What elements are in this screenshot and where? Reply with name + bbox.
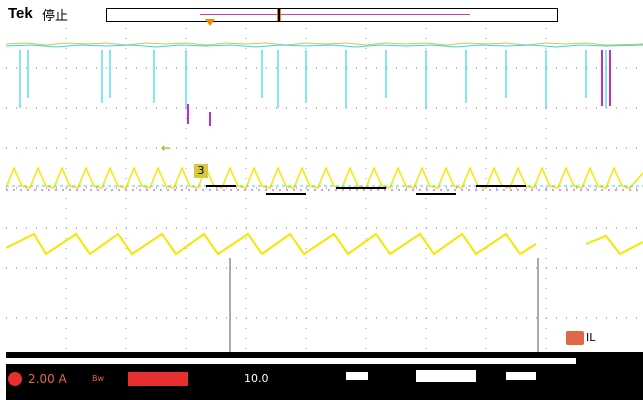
ch2-pulse-train <box>19 50 607 108</box>
ch-ref-marker-icon[interactable] <box>566 331 584 345</box>
waveform-canvas <box>6 28 643 354</box>
ref-arrow-icon: ← <box>161 141 172 155</box>
ch3-ground-marker[interactable]: 3 <box>194 164 208 178</box>
record-position-line <box>278 9 280 21</box>
brand-logo: Tek <box>8 5 33 22</box>
ch4-pulses <box>187 50 611 126</box>
digital-lines <box>206 185 526 195</box>
acquisition-state: 停止 <box>42 9 69 24</box>
footer-status-glyphs <box>346 370 536 382</box>
status-footer: 2.00 A Bw 10.0 <box>6 352 643 400</box>
trigger-position-icon[interactable] <box>205 19 215 26</box>
record-view-window <box>200 14 470 15</box>
graticule <box>6 67 643 319</box>
waveform-display[interactable]: ← 3 IL <box>6 28 643 354</box>
mixed-noise-band <box>6 185 643 191</box>
channel-label: IL <box>586 331 596 344</box>
ch-vertical-scale[interactable]: 2.00 A <box>28 372 67 386</box>
record-position-marker[interactable] <box>277 9 281 21</box>
ch1-ripple-band <box>6 166 643 189</box>
record-length-bar[interactable] <box>106 8 558 22</box>
ch1-inductor-current <box>6 232 643 256</box>
horizontal-scale-value[interactable]: 10.0 <box>244 372 269 385</box>
ch-indicator-icon[interactable] <box>8 372 22 386</box>
bandwidth-limit-label: Bw <box>92 374 105 383</box>
footer-readout-band <box>6 358 576 364</box>
scope-header: Tek 停止 <box>0 0 643 28</box>
horizontal-scale-badge[interactable] <box>128 372 188 386</box>
top-noise-band <box>6 42 643 48</box>
